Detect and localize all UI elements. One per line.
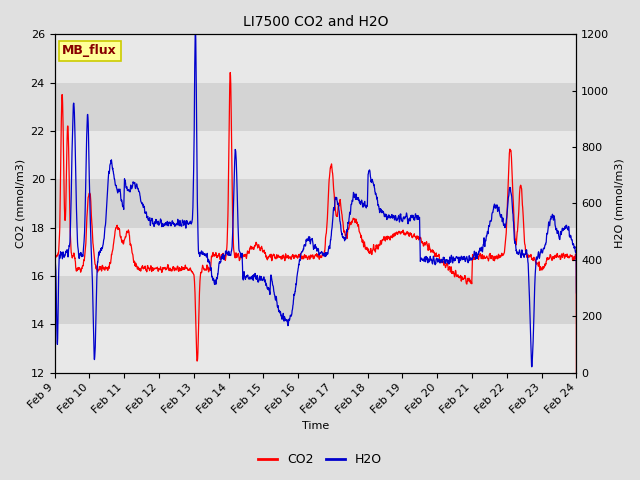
Y-axis label: H2O (mmol/m3): H2O (mmol/m3) xyxy=(615,158,625,248)
Bar xyxy=(54,180,577,228)
Bar xyxy=(54,131,577,180)
Bar xyxy=(54,276,577,324)
Title: LI7500 CO2 and H2O: LI7500 CO2 and H2O xyxy=(243,15,388,29)
Text: MB_flux: MB_flux xyxy=(62,45,117,58)
Bar xyxy=(54,83,577,131)
Legend: CO2, H2O: CO2, H2O xyxy=(253,448,387,471)
Y-axis label: CO2 (mmol/m3): CO2 (mmol/m3) xyxy=(15,159,25,248)
Bar xyxy=(54,35,577,83)
Bar xyxy=(54,228,577,276)
X-axis label: Time: Time xyxy=(302,421,329,432)
Bar xyxy=(54,324,577,372)
